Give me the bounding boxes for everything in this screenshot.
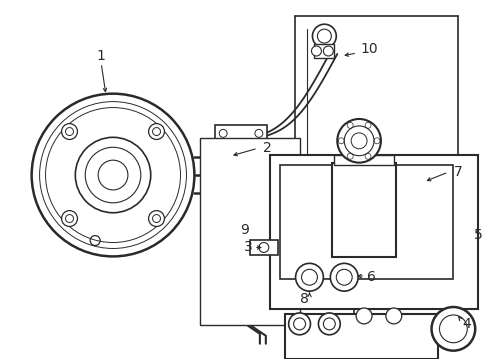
Bar <box>284 314 438 359</box>
Bar <box>200 138 299 325</box>
Text: 4: 4 <box>461 317 469 331</box>
Bar <box>314 44 334 58</box>
Circle shape <box>330 264 357 291</box>
Bar <box>249 239 277 255</box>
Circle shape <box>148 123 164 139</box>
Circle shape <box>211 188 221 198</box>
Text: 7: 7 <box>453 165 462 179</box>
Circle shape <box>435 325 456 347</box>
Text: 2: 2 <box>263 141 272 155</box>
Circle shape <box>211 170 221 180</box>
Text: 8: 8 <box>300 292 308 306</box>
Circle shape <box>323 46 333 56</box>
Circle shape <box>148 211 164 226</box>
Bar <box>333 155 393 165</box>
Text: 6: 6 <box>366 270 375 284</box>
Circle shape <box>431 307 474 351</box>
Circle shape <box>311 46 321 56</box>
Circle shape <box>211 152 221 162</box>
Bar <box>331 163 395 257</box>
Text: 3: 3 <box>243 240 252 255</box>
Circle shape <box>75 137 150 213</box>
Bar <box>279 165 452 279</box>
Bar <box>215 125 266 187</box>
Circle shape <box>337 119 380 163</box>
Text: 5: 5 <box>473 228 482 242</box>
Circle shape <box>312 24 336 48</box>
Circle shape <box>61 211 77 226</box>
Bar <box>269 155 477 309</box>
Circle shape <box>318 313 340 335</box>
Circle shape <box>295 264 323 291</box>
Text: 9: 9 <box>240 222 249 237</box>
Circle shape <box>355 308 371 324</box>
Circle shape <box>32 94 194 256</box>
Circle shape <box>61 123 77 139</box>
Text: 1: 1 <box>97 49 105 63</box>
Circle shape <box>385 308 401 324</box>
Text: 10: 10 <box>360 42 377 56</box>
Circle shape <box>288 313 310 335</box>
